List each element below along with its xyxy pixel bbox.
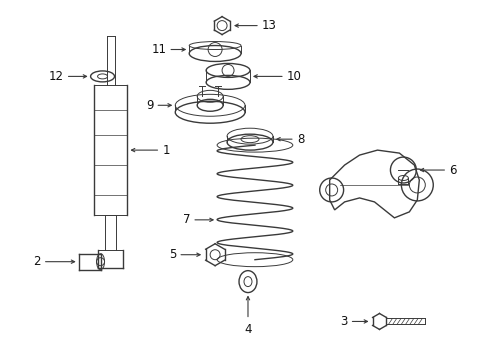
Text: 9: 9 (145, 99, 153, 112)
Text: 2: 2 (33, 255, 41, 268)
Text: 1: 1 (162, 144, 169, 157)
Text: 12: 12 (49, 70, 63, 83)
Text: 7: 7 (183, 213, 190, 226)
Text: 10: 10 (286, 70, 301, 83)
Text: 5: 5 (168, 248, 176, 261)
Text: 6: 6 (448, 163, 456, 176)
Text: 13: 13 (262, 19, 276, 32)
Text: 8: 8 (296, 132, 304, 146)
Text: 4: 4 (244, 323, 251, 337)
Text: 11: 11 (151, 43, 166, 56)
Text: 3: 3 (340, 315, 347, 328)
